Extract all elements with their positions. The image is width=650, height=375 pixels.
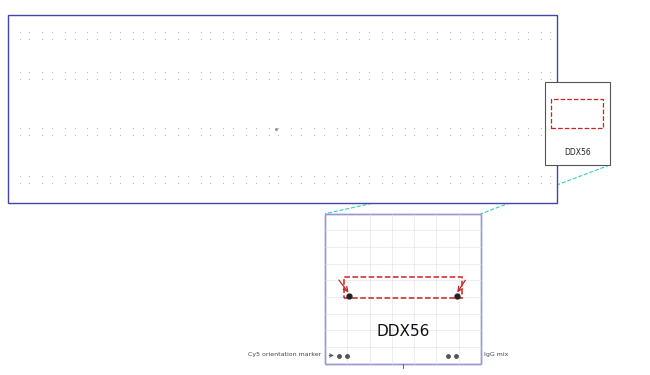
Bar [8, 15, 557, 202]
Text: DDX56: DDX56 [564, 148, 591, 157]
Bar [545, 82, 610, 165]
Bar [551, 99, 603, 128]
Text: DDX56: DDX56 [376, 324, 430, 339]
Bar [325, 214, 481, 364]
Bar [344, 277, 462, 298]
Text: IgG mix: IgG mix [484, 352, 508, 357]
Text: Cy5 orientation marker: Cy5 orientation marker [248, 352, 322, 357]
